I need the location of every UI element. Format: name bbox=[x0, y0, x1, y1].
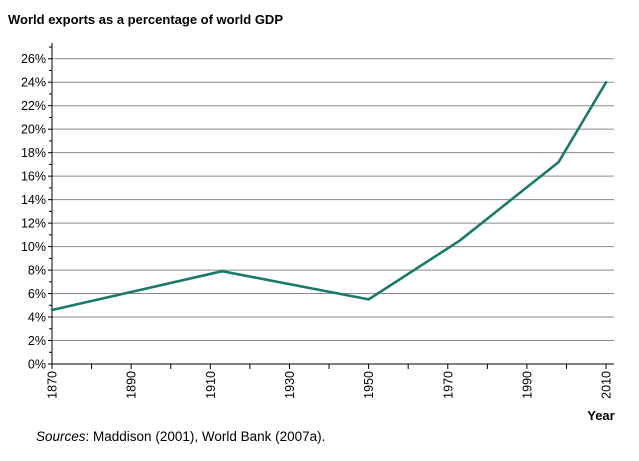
x-tick-label: 1990 bbox=[520, 371, 534, 399]
y-tick-label: 22% bbox=[21, 99, 46, 113]
y-tick-labels: 0% 2% 4% 6% 8% 10% 12% 14% 16% 18% 20% 22% 24% 26% bbox=[21, 52, 46, 371]
x-tick-label: 1930 bbox=[283, 371, 297, 399]
x-tick-label: 1890 bbox=[125, 371, 139, 399]
series-line bbox=[50, 80, 608, 312]
y-tick-label: 16% bbox=[21, 170, 46, 184]
y-tick-label: 14% bbox=[21, 193, 46, 207]
series-lines bbox=[50, 80, 608, 312]
y-tick-label: 4% bbox=[28, 311, 46, 325]
sources-note: Sources: Maddison (2001), World Bank (20… bbox=[36, 429, 325, 444]
x-axis-label: Year bbox=[587, 408, 614, 423]
x-tick-label: 1870 bbox=[46, 371, 60, 399]
x-tick-label: 2010 bbox=[600, 371, 614, 399]
chart-title: World exports as a percentage of world G… bbox=[8, 12, 283, 27]
y-tick-label: 18% bbox=[21, 146, 46, 160]
y-tick-label: 6% bbox=[28, 287, 46, 301]
y-tick-label: 8% bbox=[28, 264, 46, 278]
x-tick-label: 1950 bbox=[362, 371, 376, 399]
y-tick-label: 24% bbox=[21, 76, 46, 90]
y-tick-label: 10% bbox=[21, 240, 46, 254]
y-tick-label: 2% bbox=[28, 334, 46, 348]
y-tick-label: 20% bbox=[21, 123, 46, 137]
y-tick-label: 12% bbox=[21, 217, 46, 231]
x-tick-labels: 1870 1890 1910 1930 1950 1970 1990 2010 bbox=[46, 371, 614, 399]
y-tick-label: 26% bbox=[21, 52, 46, 66]
axes bbox=[48, 43, 614, 369]
sources-label: Sources bbox=[36, 429, 86, 444]
y-tick-label: 0% bbox=[28, 358, 46, 372]
grid-lines bbox=[52, 58, 614, 342]
x-tick-label: 1970 bbox=[441, 371, 455, 399]
sources-text: : Maddison (2001), World Bank (2007a). bbox=[85, 429, 326, 444]
line-chart: 0% 2% 4% 6% 8% 10% 12% 14% 16% 18% 20% 22% 24% 26% 18… bbox=[21, 43, 615, 423]
x-tick-label: 1910 bbox=[204, 371, 218, 399]
